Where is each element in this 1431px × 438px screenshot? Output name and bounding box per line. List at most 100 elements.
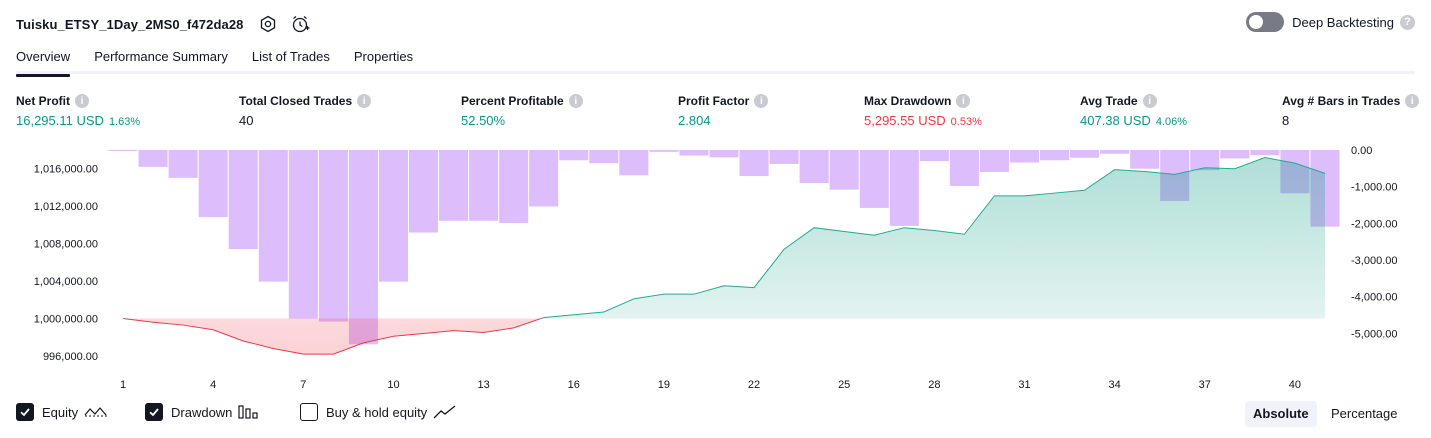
strategy-name: Tuisku_ETSY_1Day_2MS0_f472da28 <box>16 16 244 32</box>
x-tick-label: 13 <box>477 379 489 391</box>
drawdown-bar <box>799 150 829 183</box>
drawdown-bar <box>168 150 198 178</box>
drawdown-bar <box>739 150 769 177</box>
legend-buy-hold-label: Buy & hold equity <box>326 404 428 420</box>
drawdown-bar <box>1009 150 1040 163</box>
drawdown-bar <box>889 150 919 226</box>
x-tick-label: 25 <box>838 379 850 391</box>
checkbox-buy-hold[interactable] <box>300 403 318 421</box>
metric-value: 52.50% <box>461 113 506 128</box>
tab-overview[interactable]: Overview <box>16 46 71 77</box>
y-left-tick-label: 1,000,000.00 <box>34 314 98 326</box>
metric-net-profit: Net Profit i 16,295.11 USD 1.63% <box>16 93 140 129</box>
equity-drawdown-chart[interactable]: 1,016,000.00 1,012,000.00 1,008,000.00 1,00… <box>0 140 1431 398</box>
drawdown-bar <box>1070 150 1100 158</box>
drawdown-bar <box>1220 150 1250 159</box>
y-left-tick-label: 1,008,000.00 <box>34 239 98 251</box>
metric-value: 5,295.55 USD <box>864 113 946 128</box>
y-left-tick-label: 1,004,000.00 <box>34 276 98 288</box>
legend-buy-hold[interactable]: Buy & hold equity <box>300 403 457 421</box>
metric-label: Avg Trade <box>1080 94 1138 108</box>
alert-clock-icon[interactable] <box>290 14 310 34</box>
drawdown-bar <box>469 150 499 221</box>
drawdown-bar <box>378 150 408 282</box>
metric-label: Total Closed Trades <box>239 94 353 108</box>
metric-profit-factor: Profit Factor i 2.804 <box>678 93 769 129</box>
y-right-tick-label: -4,000.00 <box>1351 292 1397 304</box>
legend-drawdown-label: Drawdown <box>171 404 233 420</box>
metric-label: Max Drawdown <box>864 94 952 108</box>
info-icon[interactable]: i <box>568 94 583 108</box>
info-icon[interactable]: i <box>357 94 372 108</box>
tab-performance-summary[interactable]: Performance Summary <box>94 49 228 64</box>
metric-percent-profitable: Percent Profitable i 52.50% <box>461 93 583 129</box>
drawdown-bar <box>1250 150 1280 156</box>
settings-icon[interactable] <box>258 14 278 34</box>
drawdown-bar <box>709 150 739 158</box>
x-tick-label: 10 <box>387 379 399 391</box>
drawdown-bar <box>769 150 799 164</box>
metric-total-closed-trades: Total Closed Trades i 40 <box>239 93 372 129</box>
x-tick-label: 4 <box>210 379 216 391</box>
metric-label: Net Profit <box>16 94 70 108</box>
strategy-header: Tuisku_ETSY_1Day_2MS0_f472da28 <box>16 10 310 38</box>
drawdown-bar <box>529 150 559 207</box>
drawdown-bar <box>258 150 288 282</box>
equity-line <box>123 156 1326 319</box>
absolute-button[interactable]: Absolute <box>1245 401 1317 427</box>
x-tick-label: 37 <box>1199 379 1211 391</box>
x-tick-label: 16 <box>568 379 580 391</box>
info-icon[interactable]: i <box>754 94 769 108</box>
drawdown-bar <box>679 150 709 156</box>
info-icon[interactable]: i <box>1142 94 1157 108</box>
drawdown-bar <box>619 150 649 176</box>
drawdown-bar <box>198 150 228 218</box>
metric-avg-bars: Avg # Bars in Trades i 8 <box>1282 93 1420 129</box>
drawdown-bar <box>1130 150 1160 169</box>
metric-label: Profit Factor <box>678 94 750 108</box>
percentage-button[interactable]: Percentage <box>1331 406 1398 421</box>
y-right-tick-label: -1,000.00 <box>1351 182 1397 194</box>
checkbox-equity[interactable] <box>16 403 34 421</box>
drawdown-bar <box>649 150 679 152</box>
tab-bar: Overview Performance Summary List of Tra… <box>16 46 1415 77</box>
drawdown-bar <box>499 150 529 223</box>
info-icon[interactable]: i <box>75 94 89 108</box>
x-tick-label: 7 <box>300 379 306 391</box>
metric-label: Percent Profitable <box>461 94 564 108</box>
legend-drawdown[interactable]: Drawdown <box>145 403 260 421</box>
equity-line-icon <box>84 404 108 420</box>
equity-loss-area <box>123 318 1325 355</box>
tab-list-of-trades[interactable]: List of Trades <box>251 49 330 64</box>
metric-percent: 0.53% <box>950 116 982 128</box>
drawdown-bar <box>979 150 1009 172</box>
y-right-tick-label: 0.00 <box>1351 145 1372 157</box>
metric-value: 2.804 <box>678 113 711 128</box>
equity-profit-area <box>540 157 1325 319</box>
drawdown-bar <box>348 150 378 345</box>
y-right-tick-label: -5,000.00 <box>1351 328 1397 340</box>
checkbox-drawdown[interactable] <box>145 403 163 421</box>
deep-backtesting-label: Deep Backtesting <box>1292 14 1394 30</box>
drawdown-bar <box>1100 150 1130 154</box>
equity-line-loss <box>122 318 543 355</box>
x-tick-label: 1 <box>120 379 126 391</box>
x-tick-label: 40 <box>1289 379 1301 391</box>
drawdown-bar <box>318 150 348 322</box>
help-icon[interactable]: ? <box>1400 14 1415 30</box>
metric-percent: 1.63% <box>108 116 141 128</box>
metric-percent: 4.06% <box>1155 116 1188 128</box>
legend-equity[interactable]: Equity <box>16 403 108 421</box>
drawdown-bar <box>949 150 979 186</box>
drawdown-bar <box>559 150 589 161</box>
deep-backtesting-toggle[interactable] <box>1246 12 1285 32</box>
trend-line-icon <box>433 404 457 420</box>
drawdown-bar <box>1040 150 1070 161</box>
info-icon[interactable]: i <box>956 94 971 108</box>
metric-avg-trade: Avg Trade i 407.38 USD 4.06% <box>1080 93 1187 129</box>
y-right-tick-label: -2,000.00 <box>1351 218 1397 230</box>
info-icon[interactable]: i <box>1405 94 1420 108</box>
y-left-tick-label: 996,000.00 <box>43 351 98 363</box>
drawdown-bars-icon <box>238 404 260 420</box>
tab-properties[interactable]: Properties <box>353 49 414 64</box>
